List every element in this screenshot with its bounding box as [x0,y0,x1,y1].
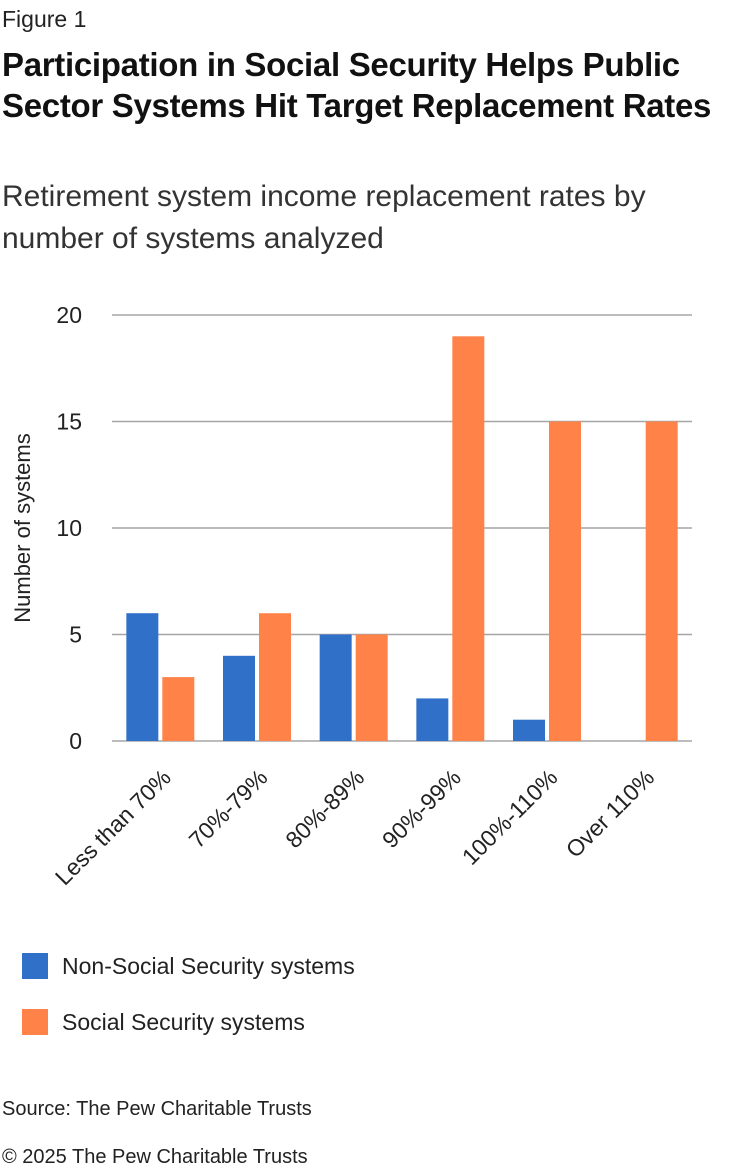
legend-swatch [22,953,48,979]
legend-swatch [22,1009,48,1035]
bar-social-security [162,677,195,741]
x-axis-labels: Less than 70% 70%-79% 80%-89% 90%-99%100%-1… [50,764,659,890]
x-category-label: 70%-79% [184,764,273,853]
x-category-label: 80%-89% [280,764,369,853]
bar-social-security [549,421,581,741]
y-tick-label: 10 [56,515,82,541]
bar-social-security [355,634,388,741]
x-category-label: Over 110% [561,764,660,863]
gridlines [112,314,692,742]
x-category-label: 90%-99% [377,764,466,853]
bar-social-security [452,336,485,741]
copyright-note: © 2025 The Pew Charitable Trusts [2,1146,308,1168]
y-tick-label: 20 [56,302,82,328]
legend-label: Non-Social Security systems [62,952,355,979]
bar-social-security [645,421,678,741]
chart-title: Participation in Social Security Helps P… [2,46,712,124]
y-tick-label: 0 [69,728,82,754]
legend-label: Social Security systems [62,1008,305,1035]
x-category-label: Less than 70% [50,764,176,890]
y-tick-label: 15 [56,409,82,435]
source-note: Source: The Pew Charitable Trusts [2,1098,312,1120]
legend: Non-Social Security systems Social Securi… [22,948,355,1060]
y-axis-ticks: 0 5 10 15 20 [56,302,82,754]
bar-non-social-security [223,655,255,741]
bar-non-social-security [513,719,545,741]
y-tick-label: 5 [69,622,82,648]
legend-item: Non-Social Security systems [22,948,355,984]
bar-non-social-security [416,698,449,741]
bar-non-social-security [319,634,352,741]
bars [126,336,678,741]
bar-non-social-security [126,613,159,741]
bar-social-security [259,613,291,741]
figure-label: Figure 1 [2,6,87,32]
chart-subtitle: Retirement system income replacement rat… [2,180,646,255]
x-category-label: 100%-110% [457,764,563,870]
y-axis-title: Number of systems [10,433,35,623]
bar-chart: 0 5 10 15 20 Less than 70% 70%-79% 80%-89% 90%-… [10,302,692,890]
legend-item: Social Security systems [22,1004,355,1040]
